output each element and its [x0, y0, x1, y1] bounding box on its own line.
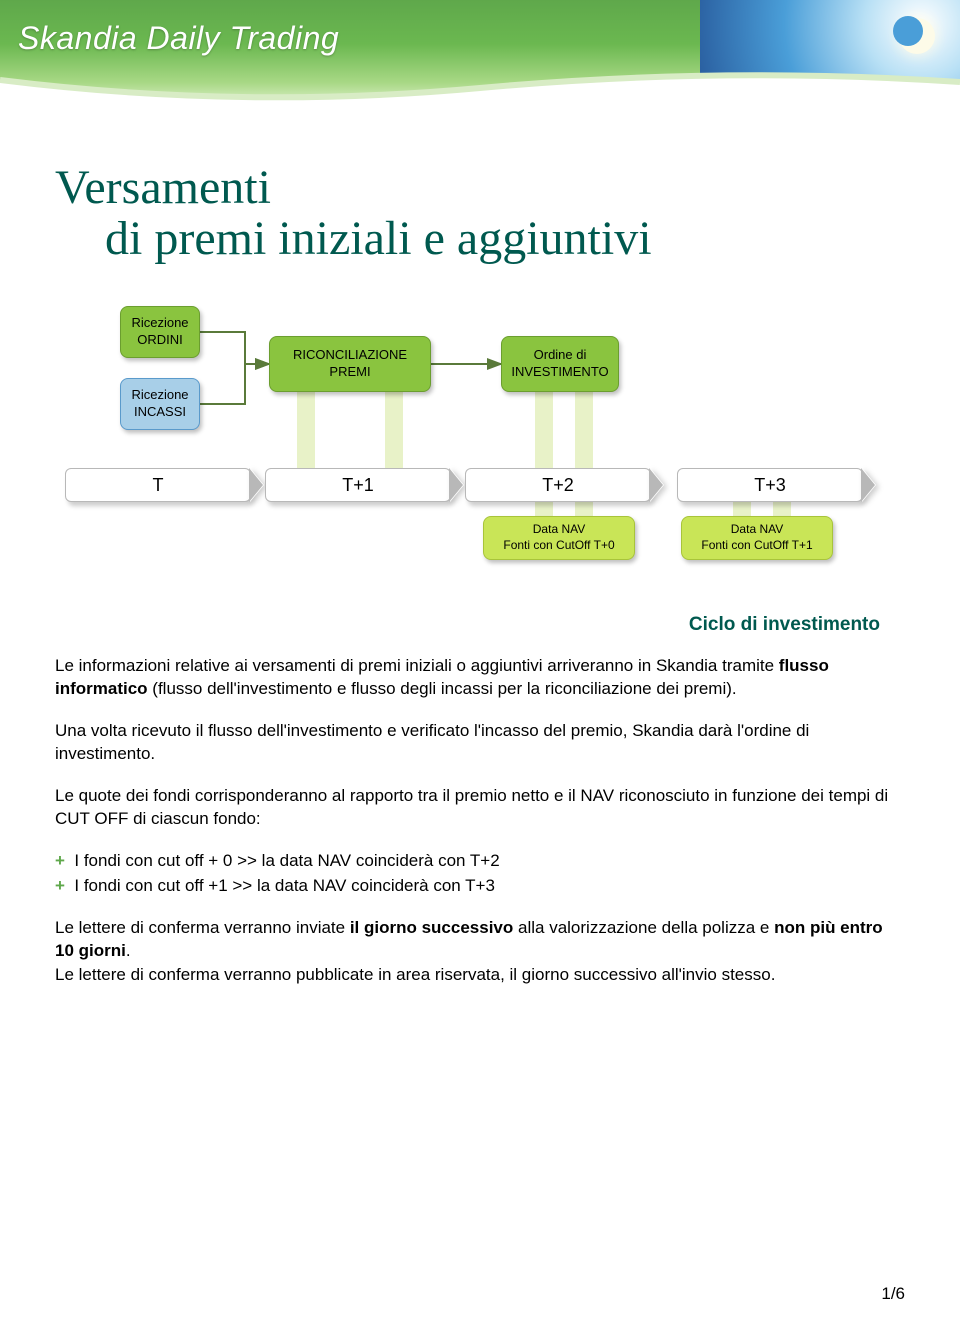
p1-c: (flusso dell'investimento e flusso degli… — [148, 679, 737, 698]
bullet-2: + I fondi con cut off +1 >> la data NAV … — [55, 874, 905, 897]
header-wave — [0, 70, 960, 110]
node-nav1: Data NAVFonti con CutOff T+1 — [681, 516, 833, 560]
paragraph-5: Le lettere di conferma verranno pubblica… — [55, 963, 905, 986]
paragraph-2: Una volta ricevuto il flusso dell'invest… — [55, 719, 905, 766]
title-line-2: di premi iniziali e aggiuntivi — [105, 211, 905, 266]
header-banner: Skandia Daily Trading — [0, 0, 960, 110]
paragraph-4: Le lettere di conferma verranno inviate … — [55, 916, 905, 963]
p4-e: . — [126, 941, 131, 960]
bullet-1-text: I fondi con cut off + 0 >> la data NAV c… — [74, 851, 499, 870]
node-riconc: RICONCILIAZIONEPREMI — [269, 336, 431, 392]
p4-b: il giorno successivo — [350, 918, 513, 937]
diagram-caption: Ciclo di investimento — [55, 614, 880, 636]
brand-title: Skandia Daily Trading — [18, 20, 339, 57]
node-ordini: RicezioneORDINI — [120, 306, 200, 358]
bullet-1: + I fondi con cut off + 0 >> la data NAV… — [55, 849, 905, 872]
page-number: 1/6 — [881, 1284, 905, 1304]
p4-a: Le lettere di conferma verranno inviate — [55, 918, 350, 937]
paragraph-3: Le quote dei fondi corrisponderanno al r… — [55, 784, 905, 831]
page-content: Versamenti di premi iniziali e aggiuntiv… — [0, 110, 960, 986]
node-ordinv: Ordine diINVESTIMENTO — [501, 336, 619, 392]
node-nav0: Data NAVFonti con CutOff T+0 — [483, 516, 635, 560]
paragraph-1: Le informazioni relative ai versamenti d… — [55, 654, 905, 701]
moon-icon — [899, 18, 935, 54]
body-text: Le informazioni relative ai versamenti d… — [55, 654, 905, 986]
node-incassi: RicezioneINCASSI — [120, 378, 200, 430]
plus-icon: + — [55, 851, 65, 870]
title-line-1: Versamenti — [55, 160, 905, 215]
p1-a: Le informazioni relative ai versamenti d… — [55, 656, 779, 675]
p4-c: alla valorizzazione della polizza e — [513, 918, 774, 937]
bullet-2-text: I fondi con cut off +1 >> la data NAV co… — [74, 876, 495, 895]
plus-icon: + — [55, 876, 65, 895]
cycle-diagram: TT+1T+2T+3RicezioneORDINIRicezioneINCASS… — [65, 306, 895, 596]
